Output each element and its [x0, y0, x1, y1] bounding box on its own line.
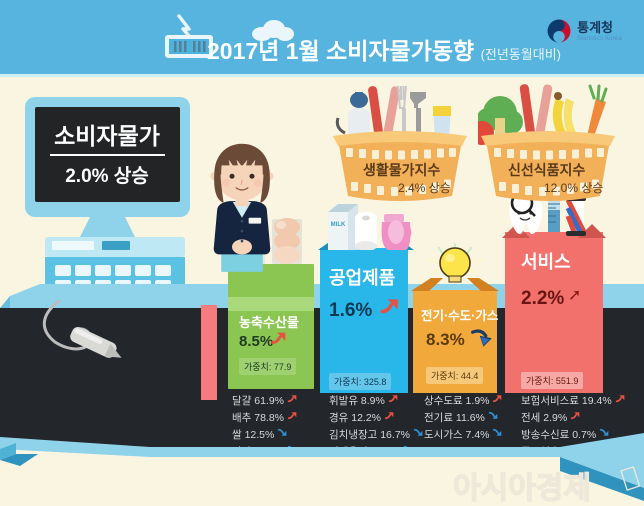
svg-text:신선식품지수: 신선식품지수	[508, 162, 585, 178]
svg-text:2.4% 상승: 2.4% 상승	[398, 181, 451, 195]
svg-text:MILK: MILK	[331, 222, 346, 228]
svg-text:소비자물가: 소비자물가	[54, 123, 160, 149]
svg-text:아시아경제: 아시아경제	[453, 472, 591, 505]
svg-text:2.0% 상승: 2.0% 상승	[65, 165, 149, 187]
svg-text:12.0% 상승: 12.0% 상승	[544, 181, 603, 195]
svg-text:생활물가지수: 생활물가지수	[363, 162, 440, 178]
